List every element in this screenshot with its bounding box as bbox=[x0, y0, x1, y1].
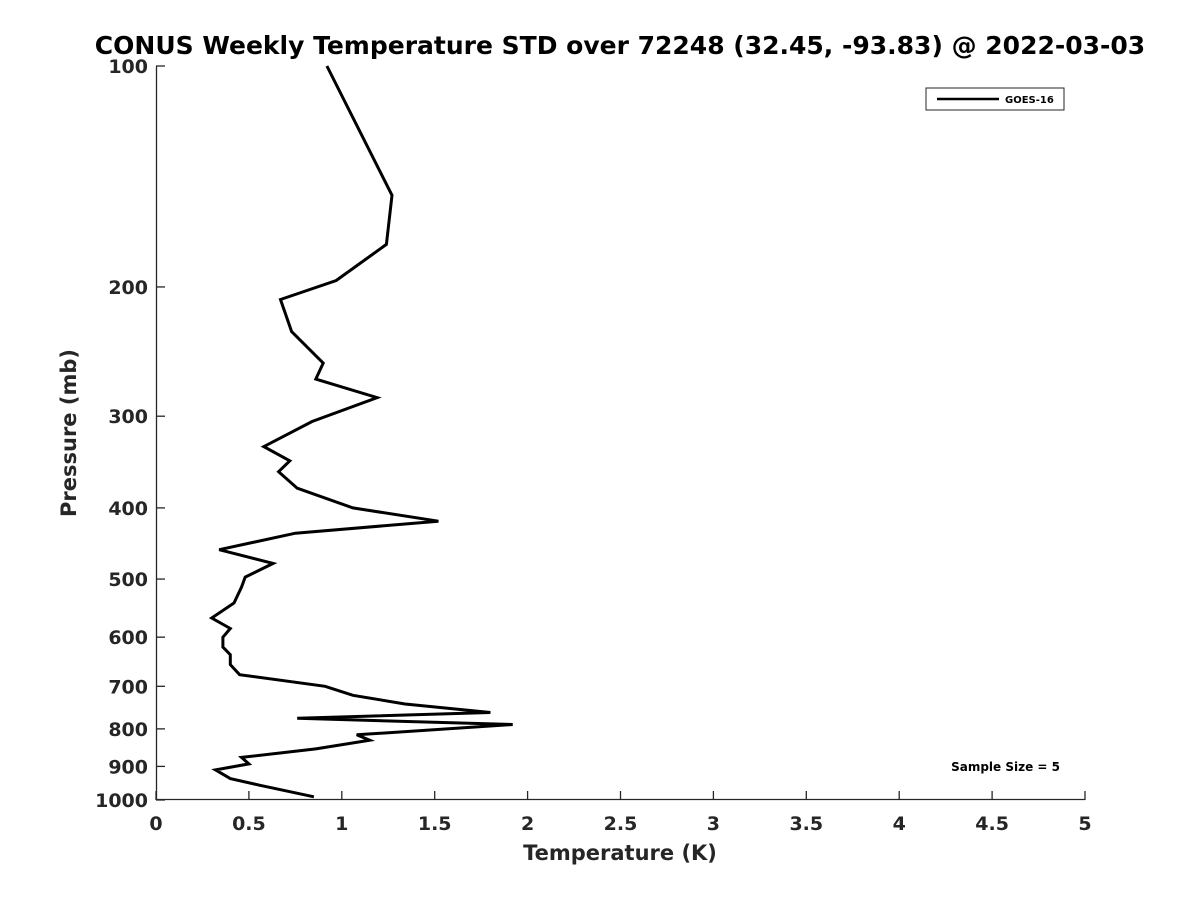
sample-size-annotation: Sample Size = 5 bbox=[951, 760, 1060, 774]
legend: GOES-16 bbox=[925, 87, 1065, 111]
x-tick-label: 0.5 bbox=[232, 813, 266, 835]
y-tick-label: 500 bbox=[108, 569, 148, 591]
y-tick-label: 1000 bbox=[95, 790, 148, 812]
y-axis-title: Pressure (mb) bbox=[57, 349, 81, 517]
x-tick-label: 4 bbox=[893, 813, 906, 835]
x-tick-label: 3.5 bbox=[789, 813, 823, 835]
y-tick-label: 400 bbox=[108, 498, 148, 520]
x-tick-label: 4.5 bbox=[975, 813, 1009, 835]
x-tick-label: 3 bbox=[707, 813, 720, 835]
x-axis-ticks: 0 0.5 1 1.5 2 2.5 3 3.5 4 4.5 5 bbox=[149, 791, 1092, 835]
x-tick-label: 0 bbox=[149, 813, 162, 835]
x-axis-title: Temperature (K) bbox=[523, 841, 717, 865]
y-tick-label: 200 bbox=[108, 277, 148, 299]
x-tick-label: 2.5 bbox=[604, 813, 638, 835]
y-tick-label: 700 bbox=[108, 676, 148, 698]
x-tick-label: 1 bbox=[335, 813, 348, 835]
y-tick-label: 100 bbox=[108, 56, 148, 78]
x-tick-label: 1.5 bbox=[418, 813, 452, 835]
series-line bbox=[208, 65, 513, 799]
y-tick-label: 600 bbox=[108, 627, 148, 649]
chart-title: CONUS Weekly Temperature STD over 72248 … bbox=[95, 31, 1145, 60]
plot-area bbox=[208, 65, 513, 799]
y-tick-label: 300 bbox=[108, 406, 148, 428]
y-axis-ticks: 100 200 300 400 500 600 700 800 900 1000 bbox=[95, 56, 165, 812]
x-tick-label: 2 bbox=[521, 813, 534, 835]
y-tick-label: 900 bbox=[108, 756, 148, 778]
legend-label: GOES-16 bbox=[1005, 95, 1054, 106]
y-tick-label: 800 bbox=[108, 719, 148, 741]
x-tick-label: 5 bbox=[1078, 813, 1091, 835]
